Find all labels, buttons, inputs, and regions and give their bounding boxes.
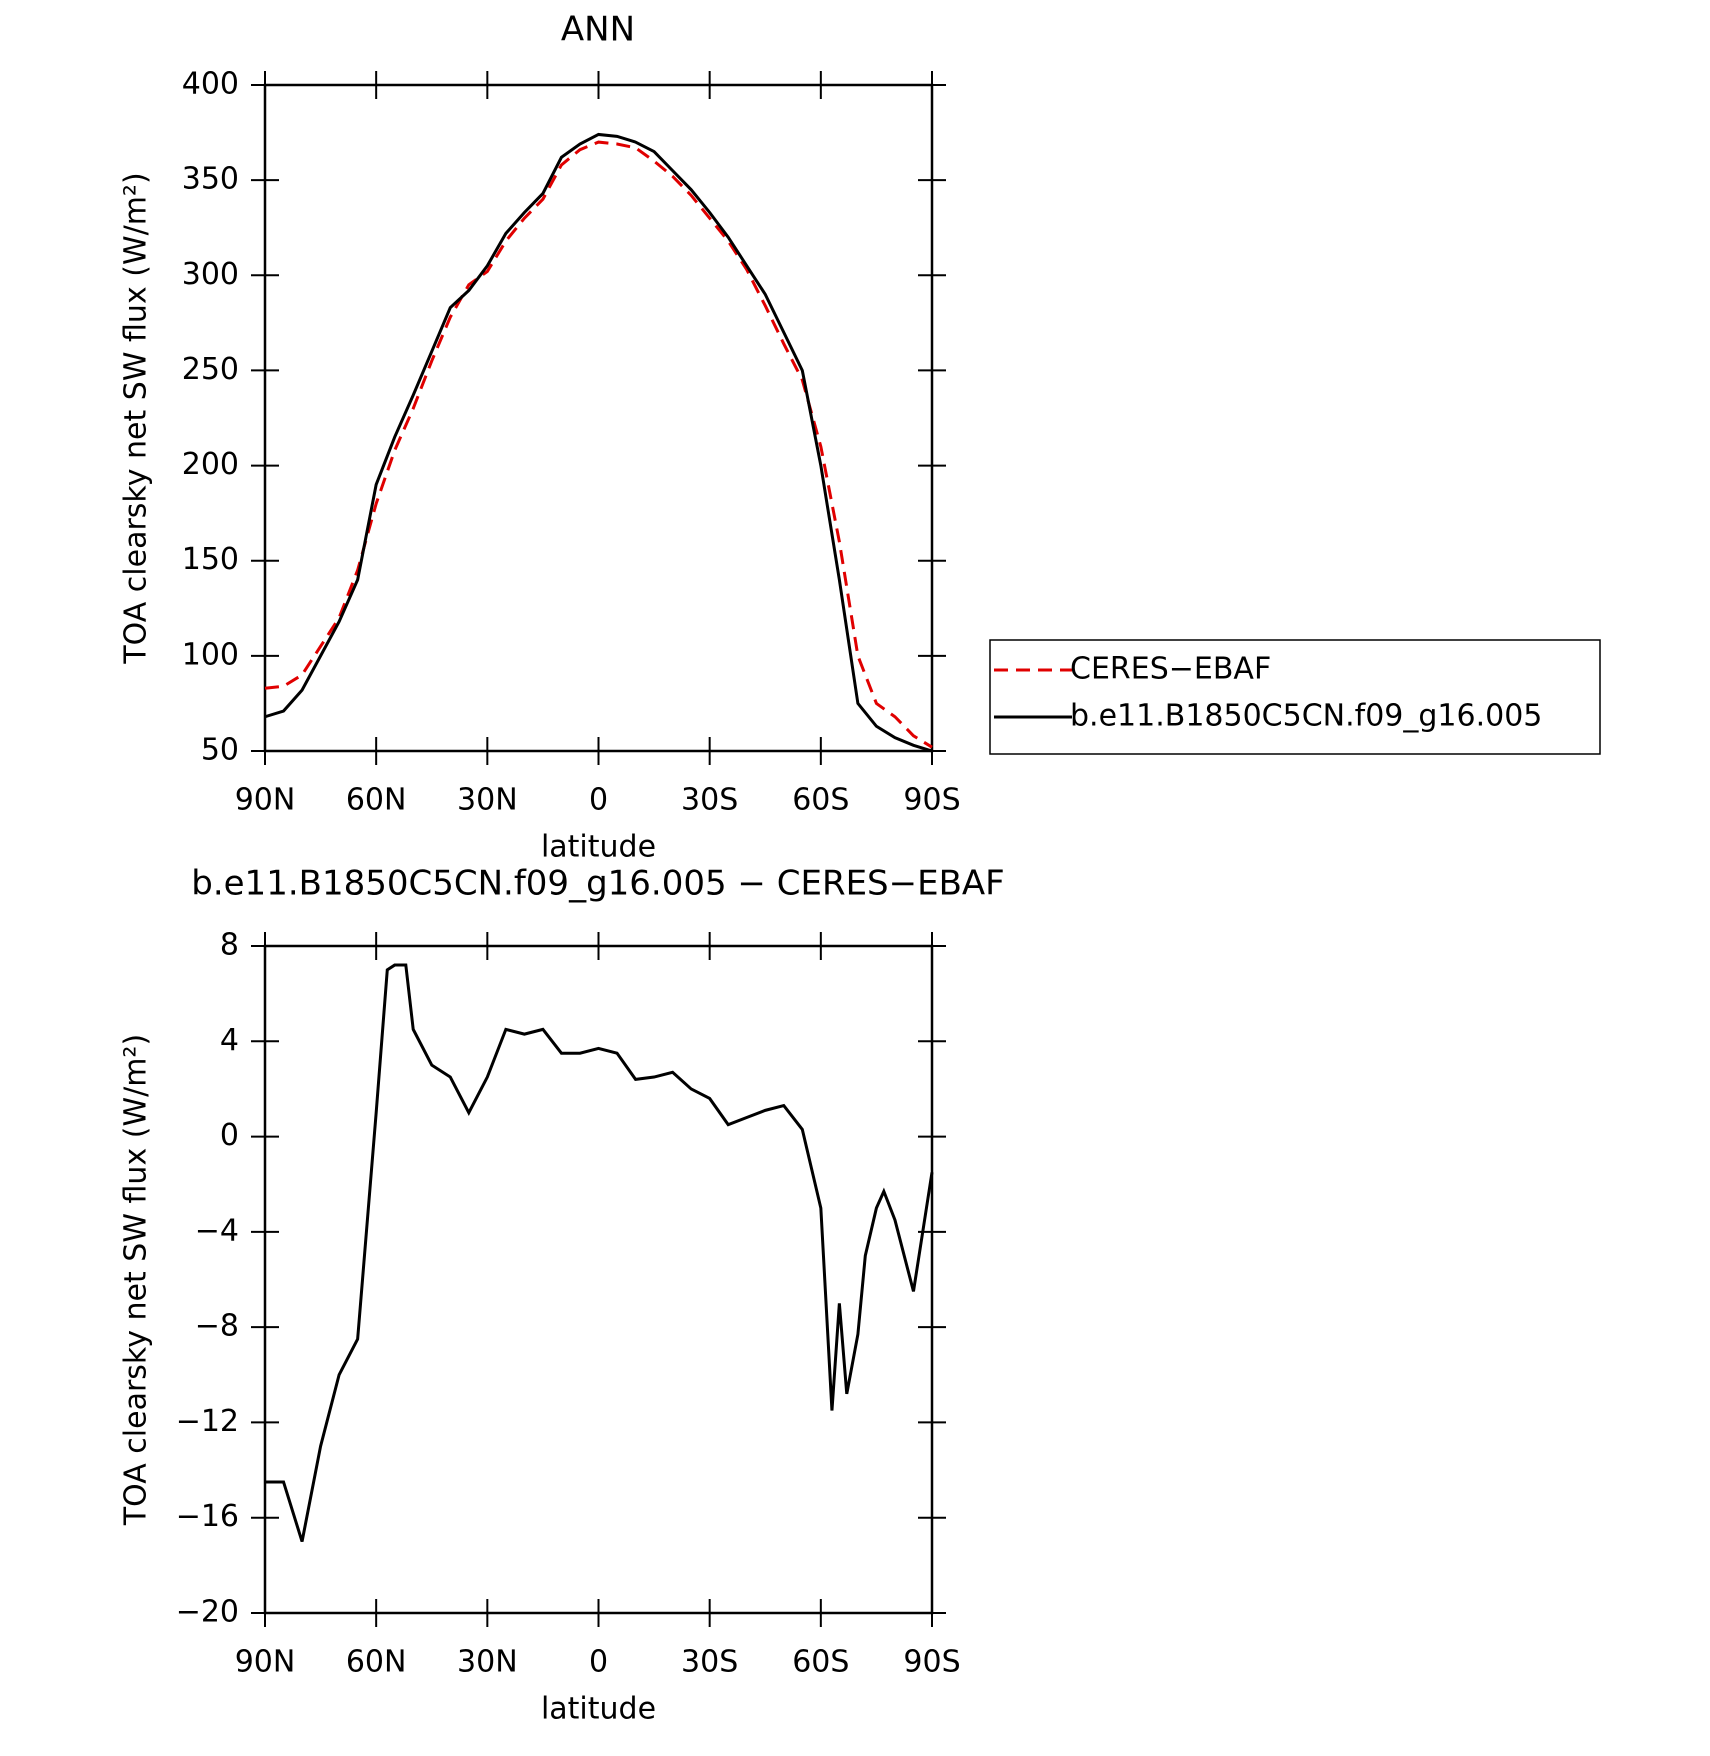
legend-label: CERES−EBAF bbox=[1070, 652, 1271, 687]
x-tick-label: 30N bbox=[457, 783, 518, 818]
y-axis-label: TOA clearsky net SW flux (W/m²) bbox=[119, 1034, 154, 1526]
y-tick-label: 400 bbox=[182, 67, 239, 102]
y-tick-label: −12 bbox=[176, 1404, 239, 1439]
data-line bbox=[264, 132, 933, 753]
x-tick-label: 30S bbox=[681, 783, 738, 818]
x-axis-label: latitude bbox=[541, 1692, 656, 1727]
plot-frame bbox=[263, 83, 934, 753]
x-tick-label: 60S bbox=[792, 783, 849, 818]
y-tick-label: 350 bbox=[182, 162, 239, 197]
data-line bbox=[265, 963, 934, 1542]
y-tick-label: −16 bbox=[176, 1499, 239, 1534]
y-tick-label: 200 bbox=[182, 447, 239, 482]
y-tick-label: 50 bbox=[201, 733, 239, 768]
legend-label: b.e11.B1850C5CN.f09_g16.005 bbox=[1070, 699, 1542, 734]
y-tick-label: 4 bbox=[220, 1023, 239, 1058]
y-tick-label: −8 bbox=[195, 1309, 239, 1344]
x-tick-label: 0 bbox=[589, 783, 608, 818]
x-tick-label: 60N bbox=[346, 783, 407, 818]
y-tick-label: 100 bbox=[182, 637, 239, 672]
x-tick-label: 90N bbox=[235, 783, 296, 818]
chart-title: ANN bbox=[561, 10, 635, 50]
y-tick-label: 250 bbox=[182, 352, 239, 387]
y-axis-label: TOA clearsky net SW flux (W/m²) bbox=[119, 172, 154, 664]
y-tick-label: 0 bbox=[220, 1118, 239, 1153]
plot-frame bbox=[263, 944, 934, 1615]
data-line bbox=[264, 140, 933, 749]
y-tick-label: −20 bbox=[176, 1595, 239, 1630]
x-tick-label: 30S bbox=[681, 1645, 738, 1680]
x-tick-label: 90S bbox=[903, 1645, 960, 1680]
x-axis-label: latitude bbox=[541, 830, 656, 865]
chart-title: b.e11.B1850C5CN.f09_g16.005 − CERES−EBAF bbox=[191, 864, 1005, 904]
y-tick-label: −4 bbox=[195, 1213, 239, 1248]
x-tick-label: 60S bbox=[792, 1645, 849, 1680]
x-tick-label: 60N bbox=[346, 1645, 407, 1680]
x-tick-label: 0 bbox=[589, 1645, 608, 1680]
x-tick-label: 30N bbox=[457, 1645, 518, 1680]
x-tick-label: 90N bbox=[235, 1645, 296, 1680]
y-tick-label: 150 bbox=[182, 542, 239, 577]
y-tick-label: 8 bbox=[220, 928, 239, 963]
x-tick-label: 90S bbox=[903, 783, 960, 818]
y-tick-label: 300 bbox=[182, 257, 239, 292]
legend-box bbox=[989, 639, 1601, 755]
